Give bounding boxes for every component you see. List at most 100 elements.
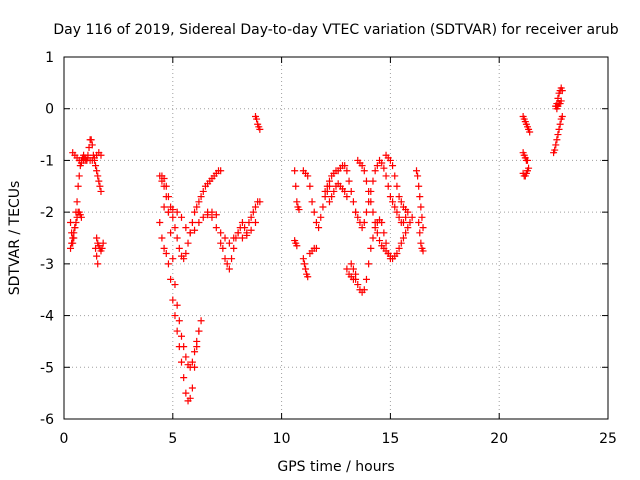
data-point-arc-12-13 (341, 162, 349, 170)
data-point-dip-inner (180, 343, 188, 351)
data-point-arc-22-23 (556, 120, 564, 128)
data-point-mid-cluster-b (225, 239, 233, 247)
data-point-dip-upper-b (212, 211, 220, 219)
data-point-dip-upper-b (182, 224, 190, 232)
data-point-arc-16b (415, 218, 423, 226)
data-point-dip-main (158, 234, 166, 242)
data-point-arc-13-14b (362, 275, 370, 283)
data-point-arc-13-drop (343, 265, 351, 273)
data-point-arc-early-left (74, 182, 82, 190)
data-point-arc-early-left-c (71, 224, 79, 232)
data-point-dip-main (162, 250, 170, 258)
data-point-arc-early-left (75, 172, 83, 180)
data-point-arc-13-14 (371, 167, 379, 175)
data-point-arc-early-left-c (72, 218, 80, 226)
data-point-arc-22-23b (558, 87, 566, 95)
data-point-arc-13-14 (378, 159, 386, 167)
data-point-arc-early-left (92, 162, 100, 170)
data-point-arc-21 (526, 128, 534, 136)
y-tick-label: -3 (40, 257, 54, 273)
data-point-mid-cluster (230, 244, 238, 252)
data-point-arc-14-15 (358, 162, 366, 170)
data-point-arc-14-15 (376, 237, 384, 245)
data-point-dip-upper-b (186, 229, 194, 237)
data-point-arc-15 (393, 182, 401, 190)
data-point-arc-22-23 (555, 125, 563, 133)
data-point-arc-22-23 (553, 136, 561, 144)
data-point-mid-cluster (219, 244, 227, 252)
data-point-dip-upper-b (191, 226, 199, 234)
data-point-arc-12-13b (341, 187, 349, 195)
data-point-arc-15 (397, 198, 405, 206)
data-point-arc-13-14 (393, 208, 401, 216)
data-point-dip-main (188, 384, 196, 392)
data-point-dip-main (186, 394, 194, 402)
data-point-arc-13-14 (391, 203, 399, 211)
data-point-arc-11 (291, 167, 299, 175)
data-points-layer (67, 84, 566, 405)
data-point-dip-inner (173, 301, 181, 309)
data-point-dip-inner (191, 348, 199, 356)
data-point-arc-13-14 (369, 177, 377, 185)
data-point-dip-upper-b (169, 206, 177, 214)
data-point-dip-upper-b (195, 218, 203, 226)
data-point-arc-13-14 (373, 162, 381, 170)
data-point-mid-cluster (245, 218, 253, 226)
y-tick-label: -4 (40, 309, 54, 325)
data-point-mid-cluster (212, 224, 220, 232)
data-point-arc-early-drop-b (92, 244, 100, 252)
data-point-arc-13-14 (380, 164, 388, 172)
data-point-arc-13-14b (354, 281, 362, 289)
data-point-dip-upper (197, 193, 205, 201)
data-point-arc-early-drop-b (94, 260, 102, 268)
data-point-arc-early-left (87, 136, 95, 144)
data-point-dip-main (164, 260, 172, 268)
data-point-arc-13-14 (389, 198, 397, 206)
data-point-arc-11d (304, 273, 312, 281)
data-point-arc-22-23 (558, 112, 566, 120)
data-point-arc-13-14 (386, 193, 394, 201)
data-point-arc-12-13 (343, 167, 351, 175)
data-point-dip-upper (191, 208, 199, 216)
y-tick-label: 1 (45, 50, 54, 66)
data-point-dip-inner (167, 229, 175, 237)
data-point-dip-inner (195, 327, 203, 335)
data-point-arc-15 (395, 193, 403, 201)
data-point-arc-13-14 (395, 213, 403, 221)
data-point-arc-early-left (88, 141, 96, 149)
grid-layer (64, 57, 608, 419)
data-point-dip-upper (193, 203, 201, 211)
data-point-arc-13-14 (360, 218, 368, 226)
data-point-dip-main (167, 275, 175, 283)
y-tick-label: -1 (40, 153, 54, 169)
data-point-arc-14-15 (408, 213, 416, 221)
data-point-dip-inner (178, 332, 186, 340)
y-tick-label: -2 (40, 205, 54, 221)
data-point-arc-early-left (73, 198, 81, 206)
data-point-arc-13-14 (362, 208, 370, 216)
data-point-arc-16 (414, 172, 422, 180)
data-point-mid-cluster (217, 239, 225, 247)
data-point-dip-upper (195, 198, 203, 206)
data-point-arc-15 (386, 156, 394, 164)
data-point-mid-cluster (208, 213, 216, 221)
data-point-arc-13-14b (380, 229, 388, 237)
data-point-arc-early-left-c (69, 234, 77, 242)
data-point-arc-16b (416, 229, 424, 237)
y-tick-label: 0 (45, 102, 54, 118)
data-point-arc-11c (306, 182, 314, 190)
data-point-dip-inner (182, 353, 190, 361)
data-point-arc-14-15 (395, 244, 403, 252)
data-point-arc-13-14b (352, 275, 360, 283)
data-point-arc-12-13b (330, 187, 338, 195)
data-point-dip-main (180, 374, 188, 382)
data-point-arc-14-15 (406, 218, 414, 226)
data-point-arc-16 (419, 224, 427, 232)
chart-title: Day 116 of 2019, Sidereal Day-to-day VTE… (53, 22, 618, 38)
data-point-dip-upper-b (160, 203, 168, 211)
data-point-dip-inner (171, 281, 179, 289)
data-point-arc-12-13b (325, 198, 333, 206)
data-point-dip-upper (173, 234, 181, 242)
data-point-short-arc-9 (256, 125, 264, 133)
data-point-short-arc-9 (253, 115, 261, 123)
